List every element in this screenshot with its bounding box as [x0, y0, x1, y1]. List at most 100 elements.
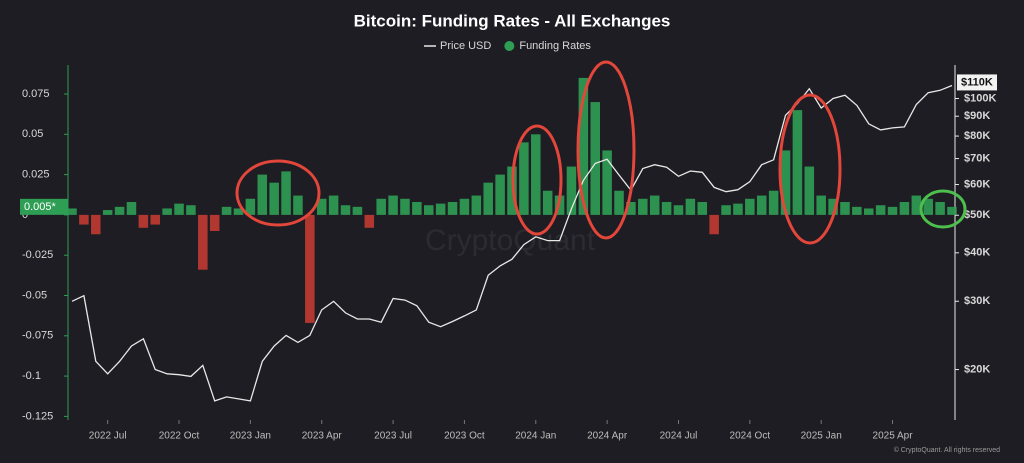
funding-bar [792, 110, 803, 215]
legend-label: Funding Rates [519, 40, 591, 52]
funding-bar [768, 190, 779, 215]
funding-marker [20, 198, 68, 215]
funding-marker-label: 0.005* [24, 201, 57, 213]
y-tick-label: 0.025 [22, 169, 50, 181]
x-tick-label: 2024 Oct [730, 431, 771, 442]
y2-tick-label: $20K [964, 363, 990, 375]
highlight-circle [235, 159, 321, 227]
funding-bar [519, 142, 529, 215]
funding-bar [804, 166, 815, 215]
x-tick-label: 2022 Oct [159, 431, 200, 442]
funding-bar [852, 206, 862, 215]
funding-bar [887, 206, 898, 215]
funding-bar [400, 198, 410, 215]
funding-bar [780, 150, 791, 215]
legend-label: Price USD [440, 40, 491, 52]
funding-bar [340, 205, 351, 215]
funding-bar [114, 206, 125, 215]
funding-bar [388, 195, 398, 215]
x-tick-label: 2025 Apr [873, 431, 914, 442]
y-tick-label: 0.05 [22, 128, 43, 140]
footer: © CryptoQuant. All rights reserved [894, 446, 1000, 454]
funding-bar [756, 195, 767, 215]
funding-bar [590, 102, 600, 215]
funding-bar [816, 195, 826, 215]
funding-bar [150, 214, 160, 225]
x-tick-label: 2023 Oct [444, 431, 485, 442]
price-line [71, 84, 953, 402]
price-marker [957, 74, 997, 91]
funding-bar [733, 203, 743, 215]
funding-bar [186, 205, 196, 215]
funding-bar [257, 174, 268, 215]
funding-bar [352, 206, 363, 215]
y2-tick-label: $90K [964, 110, 990, 122]
funding-bar [483, 182, 493, 215]
funding-bar [174, 203, 184, 215]
x-tick-label: 2024 Apr [587, 431, 628, 442]
y-tick-label: -0.05 [22, 289, 47, 301]
funding-bar [614, 190, 624, 215]
funding-bar [67, 208, 77, 215]
funding-bar [233, 208, 244, 215]
funding-bar [709, 214, 719, 235]
funding-bar [435, 203, 446, 215]
y2-tick-label: $40K [964, 247, 990, 259]
y-tick-label: -0.125 [22, 410, 53, 422]
funding-bar [661, 202, 672, 215]
funding-bar [245, 198, 256, 215]
funding-bar [745, 198, 755, 215]
y-tick-label: -0.1 [22, 370, 41, 382]
y2-tick-label: $70K [964, 152, 990, 164]
y2-tick-label: $100K [964, 92, 996, 104]
funding-bar [626, 202, 636, 215]
y2-tick-label: $50K [964, 209, 990, 221]
funding-bar [138, 214, 149, 228]
funding-bar [424, 205, 434, 215]
funding-bar [947, 206, 957, 215]
watermark: CryptoQuant [425, 224, 596, 257]
funding-bar [447, 202, 458, 215]
funding-bar [685, 198, 696, 215]
x-tick-label: 2023 Apr [302, 431, 343, 442]
funding-bar [198, 214, 208, 270]
funding-bar [495, 174, 505, 215]
funding-bar [459, 198, 470, 215]
y2-tick-label: $30K [964, 295, 990, 307]
funding-bar [209, 214, 220, 232]
marks: 0.0750.050.0250-0.025-0.05-0.075-0.1-0.1… [20, 74, 997, 442]
funding-bar [542, 190, 553, 215]
funding-bar [531, 134, 541, 215]
y2-tick-label: $80K [964, 130, 990, 142]
chart-title: Bitcoin: Funding Rates - All Exchanges [354, 11, 671, 30]
funding-bar [899, 202, 910, 215]
funding-bar [162, 208, 172, 215]
legend-swatch [504, 41, 515, 51]
highlight-circle [511, 124, 563, 236]
funding-bar [126, 202, 137, 215]
funding-bar [91, 214, 101, 235]
funding-bar [566, 166, 577, 215]
funding-bar [638, 198, 648, 215]
price-marker-label: $110K [961, 76, 993, 88]
funding-bar [305, 214, 315, 323]
funding-bar [673, 205, 684, 215]
funding-bar [102, 210, 113, 215]
funding-bar [602, 150, 612, 215]
funding-bar [578, 77, 589, 215]
funding-bar [293, 195, 303, 215]
funding-bar [376, 198, 386, 215]
funding-bar [935, 202, 945, 215]
y-tick-label: -0.025 [22, 249, 53, 261]
funding-bar [364, 214, 375, 228]
x-tick-label: 2024 Jan [515, 431, 556, 442]
x-tick-label: 2022 Jul [89, 431, 127, 442]
y-tick-label: 0.075 [22, 88, 50, 100]
y-tick-label: -0.075 [22, 330, 53, 342]
funding-bar [316, 198, 327, 215]
x-tick-label: 2024 Jul [660, 431, 698, 442]
funding-bar [221, 206, 232, 215]
